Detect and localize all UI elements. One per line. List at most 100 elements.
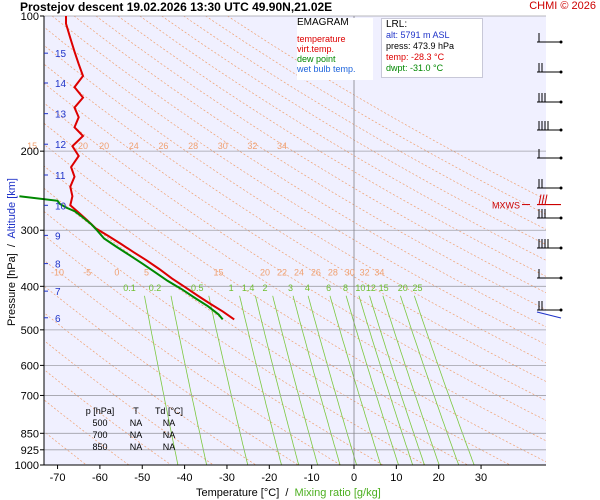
theta-label: 34 [277, 141, 287, 151]
theta-label: 34 [374, 267, 384, 277]
mixing-ratio-label: 3 [288, 283, 293, 293]
wind-barb-station [559, 100, 563, 104]
y-tick-label: 1000 [15, 460, 39, 472]
theta-label: 20 [99, 141, 109, 151]
dry-adiabat [44, 143, 546, 463]
y-tick-label: 925 [21, 445, 39, 457]
x-tick-label: 30 [475, 472, 487, 484]
header-cell: T [133, 406, 139, 416]
mixing-ratio-label: 8 [343, 283, 348, 293]
lrl-alt: alt: 5791 m ASL [386, 30, 450, 40]
y-tick-label: 300 [21, 225, 39, 237]
theta-label: 28 [188, 141, 198, 151]
brand-label: CHMI © 2026 [529, 0, 596, 12]
header-cell: p [hPa] [85, 406, 115, 416]
y-axis-label-altitude: Altitude [km] [6, 178, 18, 239]
mxws-label: MXWS [492, 201, 520, 211]
mixing-ratio-label: 25 [413, 283, 423, 293]
y-axis-label-separator: / [6, 238, 18, 254]
table-row: 500 NA NA [78, 418, 188, 430]
mixing-ratio-line [329, 295, 382, 465]
mxws-feather [538, 194, 542, 205]
mxws-feather [541, 194, 545, 205]
theta-label: 24 [129, 141, 139, 151]
table-cell: NA [129, 442, 143, 452]
mixing-ratio-label: 12 [366, 283, 376, 293]
y-tick-label: 850 [21, 428, 39, 440]
mixing-ratio-line [345, 295, 399, 465]
y-tick-label: 500 [21, 325, 39, 337]
table-cell: NA [129, 418, 143, 428]
y-tick-label: 400 [21, 281, 39, 293]
wind-barb-station [559, 246, 563, 250]
theta-label: 26 [158, 141, 168, 151]
y-tick-label: 200 [21, 146, 39, 158]
lrl-press: press: 473.9 hPa [386, 41, 455, 51]
mixing-ratio-lines [144, 295, 475, 465]
mixing-ratio-label: 0.1 [123, 283, 136, 293]
mixing-ratio-line [307, 295, 357, 465]
x-axis-label-mixing: Mixing ratio [g/kg] [294, 487, 381, 499]
table-cell: 700 [92, 430, 108, 440]
x-tick-label: -70 [50, 472, 66, 484]
theta-label: 30 [345, 267, 355, 277]
legend: EMAGRAM temperature virt.temp. dew point… [297, 18, 373, 80]
altitude-label: 12 [55, 140, 67, 151]
table-cell: NA [162, 418, 176, 428]
legend-item-wet-bulb: wet bulb temp. [297, 64, 356, 74]
altitude-label: 6 [55, 314, 61, 325]
altitude-label: 11 [55, 171, 66, 182]
theta-label: 28 [328, 267, 338, 277]
altitude-label: 10 [55, 201, 67, 212]
mixing-ratio-label: 1.4 [242, 283, 255, 293]
mixing-ratio-line [413, 295, 475, 465]
mixing-ratio-label: 10 [355, 283, 365, 293]
isoline-labels: 15 20 20 24 26 28 30 32 34-10 -5 0 5 15 20 22 24 26 28 30 3… [27, 141, 422, 293]
theta-label: 30 [218, 141, 228, 151]
table-cell: 500 [92, 418, 108, 428]
table-cell: NA [129, 430, 143, 440]
x-axis-label: Temperature [°C] / Mixing ratio [g/kg] [196, 487, 381, 499]
dry-adiabat [183, 16, 546, 230]
mixing-ratio-label: 15 [379, 283, 389, 293]
wind-barb-station [559, 40, 563, 44]
x-tick-label: -20 [261, 472, 277, 484]
legend-item-dew-point: dew point [297, 54, 336, 64]
mixing-ratio-line [208, 295, 249, 465]
x-tick-label: 0 [351, 472, 357, 484]
mixing-ratio-line [382, 295, 440, 465]
mixing-ratio-line [400, 295, 460, 465]
wind-barb-station [559, 216, 563, 220]
altitude-label: 13 [55, 110, 67, 121]
x-tick-label: -50 [134, 472, 150, 484]
altitude-label: 8 [55, 260, 61, 271]
dry-adiabat [44, 210, 426, 465]
dry-adiabat [227, 16, 546, 201]
mixing-ratio-line [255, 295, 300, 465]
mixing-ratio-label: 0.2 [149, 283, 162, 293]
dry-adiabat [117, 16, 546, 277]
chart-title: Prostejov descent 19.02.2026 13:30 UTC 4… [20, 0, 333, 14]
mixing-ratio-label: 0.5 [191, 283, 204, 293]
mixing-ratio-line [358, 295, 414, 465]
legend-title: EMAGRAM [297, 17, 349, 28]
theta-label: 0 [114, 267, 119, 277]
dry-adiabat [44, 63, 546, 382]
theta-label: 24 [294, 267, 304, 277]
x-tick-label: 20 [433, 472, 445, 484]
lrl-panel: LRL: alt: 5791 m ASL press: 473.9 hPa te… [381, 18, 483, 78]
wind-barb-station [559, 156, 563, 160]
lrl-title: LRL: [386, 19, 408, 30]
wind-barb-station [559, 70, 563, 74]
profile-series [19, 16, 235, 321]
mixing-ratio-line [144, 295, 179, 465]
x-tick-label: 10 [390, 472, 402, 484]
mixing-ratio-line [369, 295, 425, 465]
stability-table: p [hPa] T Td [°C] 500 NA NA 700 NA NA 85… [78, 406, 188, 454]
y-tick-label: 600 [21, 360, 39, 372]
mixing-ratio-label: 4 [305, 283, 310, 293]
mxws-feather [544, 194, 548, 205]
x-axis-label-temperature: Temperature [°C] [196, 487, 280, 499]
y-tick-label: 100 [21, 11, 39, 23]
wind-barb-lower [536, 311, 562, 319]
